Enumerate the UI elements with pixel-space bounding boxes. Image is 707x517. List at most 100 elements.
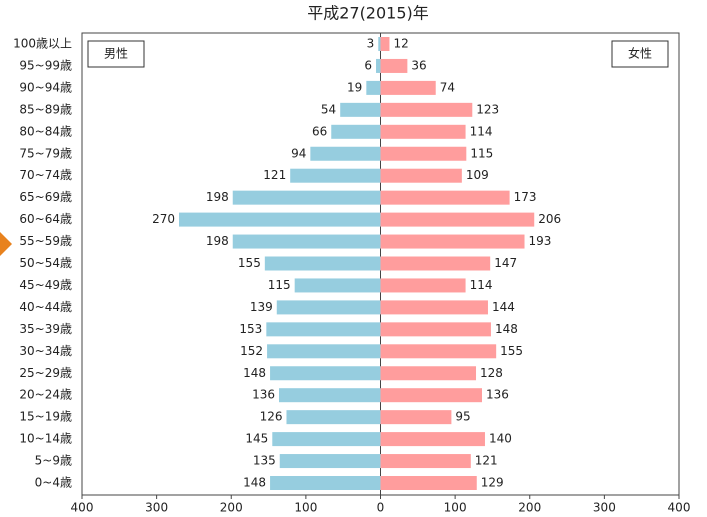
value-label: 198 (206, 190, 229, 204)
value-label: 66 (312, 124, 327, 138)
value-label: 36 (411, 58, 426, 72)
value-label: 152 (240, 344, 263, 358)
chart-title: 平成27(2015)年 (307, 4, 429, 23)
value-label: 155 (238, 256, 261, 270)
bar (380, 322, 491, 337)
value-label: 153 (239, 322, 262, 336)
value-label: 6 (364, 58, 372, 72)
value-label: 139 (250, 300, 273, 314)
x-tick-label: 100 (444, 501, 467, 515)
bar (366, 80, 381, 95)
y-tick-label: 75~79歳 (19, 146, 72, 160)
y-tick-label: 15~19歳 (19, 410, 72, 424)
bar (267, 344, 381, 359)
value-label: 115 (268, 278, 291, 292)
bar (380, 58, 408, 73)
y-tick-label: 90~94歳 (19, 80, 72, 94)
y-tick-label: 35~39歳 (19, 322, 72, 336)
y-tick-label: 60~64歳 (19, 212, 72, 226)
bar (276, 300, 381, 315)
y-tick-label: 70~74歳 (19, 168, 72, 182)
value-label: 136 (486, 388, 509, 402)
legend-box (611, 40, 669, 68)
value-label: 109 (466, 168, 489, 182)
y-tick-label: 85~89歳 (19, 102, 72, 116)
value-label: 114 (470, 124, 493, 138)
value-label: 12 (393, 37, 408, 51)
y-tick-label: 95~99歳 (19, 58, 72, 72)
value-label: 3 (367, 37, 375, 51)
bar (380, 278, 466, 293)
x-tick-label: 200 (518, 501, 541, 515)
bar (380, 168, 462, 183)
bar (380, 256, 491, 271)
x-tick-label: 300 (145, 501, 168, 515)
bar (270, 366, 381, 381)
x-tick-label: 400 (71, 501, 94, 515)
value-label: 129 (481, 476, 504, 490)
value-label: 140 (489, 432, 512, 446)
bar (380, 234, 525, 249)
bar (380, 300, 488, 315)
value-label: 148 (243, 366, 266, 380)
value-label: 173 (514, 190, 537, 204)
legend-label: 女性 (628, 46, 652, 61)
value-label: 94 (291, 146, 306, 160)
value-label: 121 (263, 168, 286, 182)
bar (380, 37, 390, 51)
bar (286, 410, 381, 425)
arrow-marker (0, 232, 12, 256)
y-tick-label: 30~34歳 (19, 344, 72, 358)
value-label: 115 (470, 146, 493, 160)
value-label: 123 (476, 102, 499, 116)
bar (380, 388, 482, 403)
bar (380, 124, 466, 139)
bar (270, 476, 381, 490)
bar (272, 432, 381, 447)
value-label: 193 (529, 234, 552, 248)
bar (266, 322, 381, 337)
bar (279, 388, 381, 403)
bar (279, 454, 381, 469)
y-tick-label: 25~29歳 (19, 366, 72, 380)
value-label: 147 (494, 256, 517, 270)
bar (290, 168, 381, 183)
bar (378, 37, 381, 51)
bar (380, 190, 510, 205)
value-label: 144 (492, 300, 515, 314)
value-label: 136 (252, 388, 275, 402)
x-tick-label: 400 (668, 501, 691, 515)
value-label: 135 (253, 454, 276, 468)
value-label: 148 (243, 476, 266, 490)
value-label: 128 (480, 366, 503, 380)
y-tick-label: 5~9歳 (35, 454, 72, 468)
value-label: 155 (500, 344, 523, 358)
value-label: 126 (260, 410, 283, 424)
bar (380, 102, 473, 117)
y-tick-label: 55~59歳 (19, 234, 72, 248)
value-label: 148 (495, 322, 518, 336)
y-tick-label: 80~84歳 (19, 124, 72, 138)
bar (331, 124, 381, 139)
bar (232, 234, 381, 249)
y-tick-label: 100歳以上 (13, 37, 72, 51)
bar (232, 190, 381, 205)
bar (380, 146, 467, 161)
value-label: 19 (347, 80, 362, 94)
value-label: 54 (321, 102, 336, 116)
bar (380, 344, 497, 359)
value-label: 114 (470, 278, 493, 292)
bar (179, 212, 381, 227)
bar (380, 80, 436, 95)
y-tick-label: 65~69歳 (19, 190, 72, 204)
x-tick-label: 300 (593, 501, 616, 515)
x-tick-label: 100 (294, 501, 317, 515)
y-tick-label: 40~44歳 (19, 300, 72, 314)
bar (264, 256, 381, 271)
bar (380, 454, 471, 469)
bar (376, 58, 381, 73)
y-tick-label: 45~49歳 (19, 278, 72, 292)
bar (310, 146, 381, 161)
value-label: 145 (245, 432, 268, 446)
